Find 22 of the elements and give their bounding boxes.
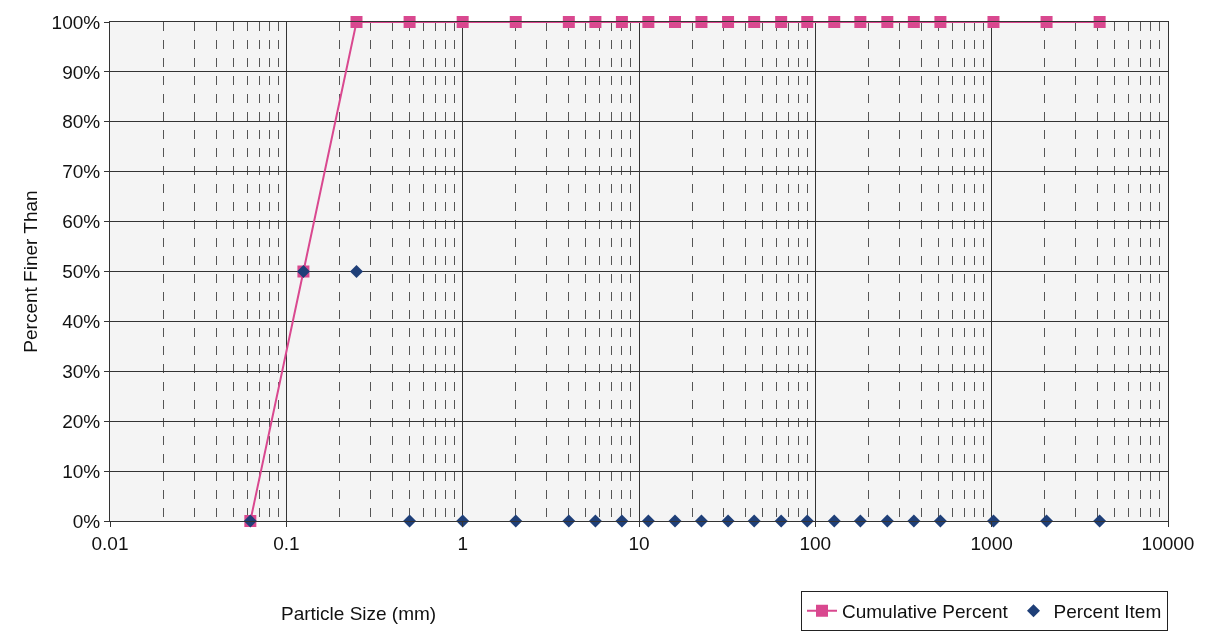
y-tick-label: 50% — [62, 261, 101, 283]
y-tick-label: 10% — [62, 460, 101, 482]
y-tick-label: 100% — [51, 11, 101, 33]
x-tick-label: 0.01 — [91, 532, 129, 554]
y-axis-title: Percent Finer Than — [20, 190, 42, 353]
x-tick-label: 100 — [799, 532, 832, 554]
y-tick-label: 90% — [62, 61, 101, 83]
y-tick-label: 60% — [62, 211, 101, 233]
legend-label: Percent Item — [1053, 601, 1162, 623]
y-tick-label: 40% — [62, 311, 101, 333]
y-tick-label: 80% — [62, 111, 101, 133]
y-tick-label: 70% — [62, 161, 101, 183]
x-tick-label: 1000 — [970, 532, 1013, 554]
y-tick-label: 30% — [62, 360, 101, 382]
y-tick-label: 20% — [62, 410, 101, 432]
x-tick-label: 10000 — [1141, 532, 1195, 554]
x-tick-label: 1 — [457, 532, 468, 554]
x-tick-label: 0.1 — [273, 532, 300, 554]
y-tick-label: 0% — [72, 510, 101, 532]
legend-label: Cumulative Percent — [842, 601, 1009, 623]
x-axis-title: Particle Size (mm) — [281, 603, 437, 624]
x-tick-label: 10 — [628, 532, 650, 554]
